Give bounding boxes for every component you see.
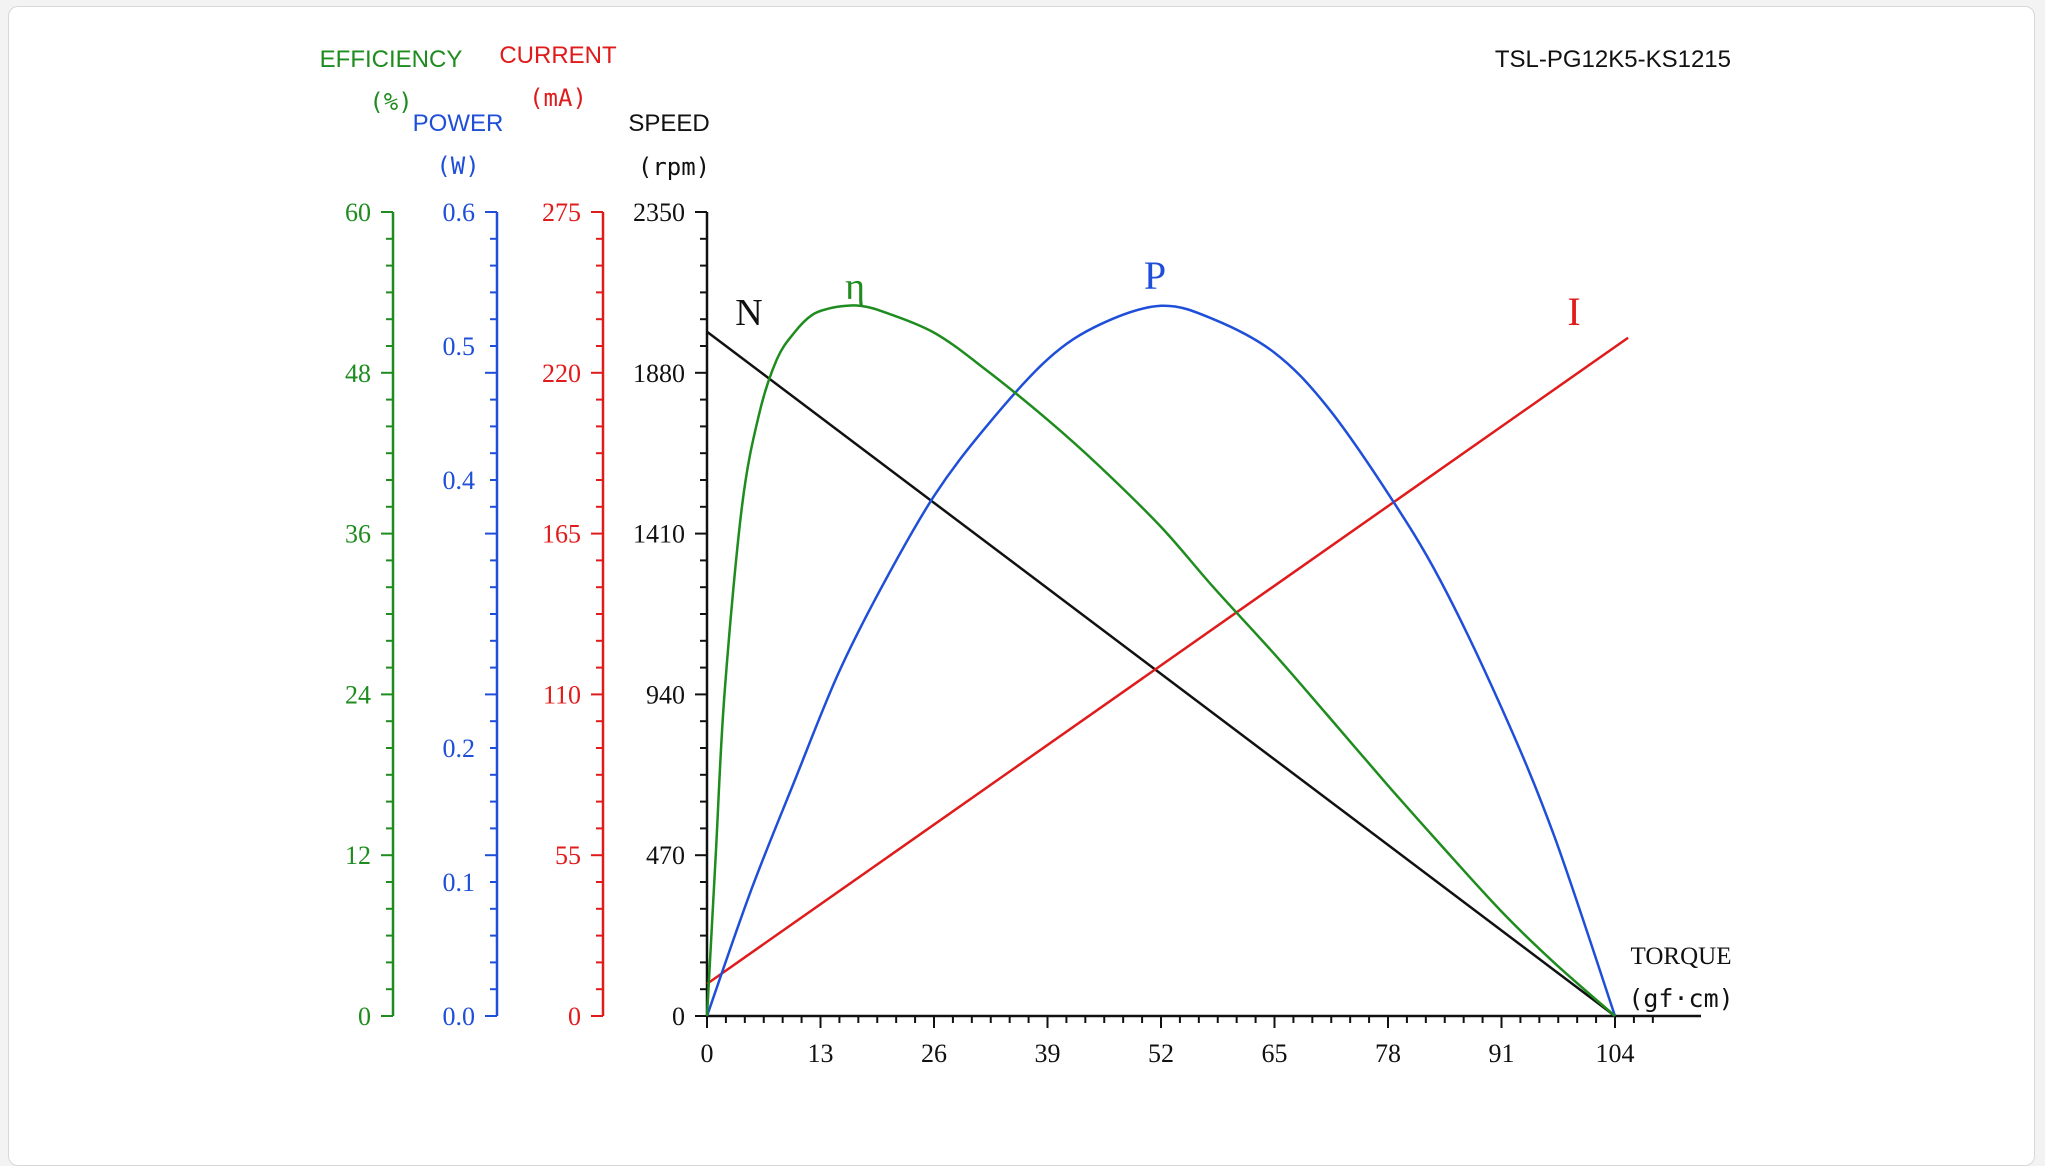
series-power-label: P xyxy=(1144,253,1166,298)
torque-axis-unit: (gf·cm) xyxy=(1628,984,1733,1013)
power-tick-label: 0.0 xyxy=(443,1002,476,1031)
speed-tick-label: 940 xyxy=(646,680,685,709)
current-axis-title: CURRENT xyxy=(499,42,617,69)
series-current-curve xyxy=(706,336,1629,985)
torque-tick-label: 26 xyxy=(921,1039,947,1068)
speed-axis-title: SPEED xyxy=(628,110,709,137)
torque-tick-label: 13 xyxy=(808,1039,834,1068)
curves-layer xyxy=(705,304,1629,1017)
current-axis: 0 55 110 165 220 275 CURRENT (mA) xyxy=(499,42,617,1031)
current-tick-label: 0 xyxy=(568,1002,581,1031)
power-axis: 0.0 0.1 0.2 0.4 0.5 0.6 POWER (W) xyxy=(413,110,504,1031)
torque-axis: 0 13 26 39 52 65 78 91 104 TORQUE (gf·cm) xyxy=(701,943,1734,1068)
speed-tick-label: 0 xyxy=(672,1002,685,1031)
efficiency-tick-label: 0 xyxy=(358,1002,371,1031)
series-efficiency-curve xyxy=(705,304,1616,1017)
series-current-label: I xyxy=(1567,289,1580,334)
torque-tick-label: 65 xyxy=(1262,1039,1288,1068)
speed-tick-label: 1410 xyxy=(633,520,685,549)
efficiency-axis: 0 12 24 36 48 60 EFFICIENCY (%) xyxy=(320,46,463,1031)
torque-tick-label: 91 xyxy=(1489,1039,1515,1068)
speed-axis-unit: (rpm) xyxy=(638,153,710,181)
motor-performance-chart: 01224364860EFFICIENCY(%)0.00.10.20.40.50… xyxy=(320,42,1734,1068)
efficiency-tick-label: 12 xyxy=(345,841,371,870)
power-tick-label: 0.5 xyxy=(443,332,476,361)
current-tick-label: 55 xyxy=(555,841,581,870)
efficiency-tick-label: 24 xyxy=(345,680,371,709)
torque-axis-title: TORQUE xyxy=(1631,943,1732,970)
series-speed-label: N xyxy=(735,292,762,334)
speed-tick-label: 2350 xyxy=(633,198,685,227)
efficiency-axis-unit: (%) xyxy=(369,88,412,116)
current-tick-label: 165 xyxy=(542,520,581,549)
series-speed-curve xyxy=(706,330,1616,1017)
torque-tick-label: 52 xyxy=(1148,1039,1174,1068)
power-tick-label: 0.4 xyxy=(443,466,476,495)
efficiency-axis-title: EFFICIENCY xyxy=(320,46,463,73)
efficiency-tick-label: 60 xyxy=(345,198,371,227)
torque-tick-label: 0 xyxy=(701,1039,714,1068)
torque-tick-label: 39 xyxy=(1035,1039,1061,1068)
series-efficiency-label: η xyxy=(845,266,865,308)
current-tick-label: 110 xyxy=(543,680,581,709)
power-tick-label: 0.1 xyxy=(443,868,476,897)
speed-tick-label: 1880 xyxy=(633,359,685,388)
power-axis-title: POWER xyxy=(413,110,504,137)
speed-axis: 0 470 940 1410 1880 2350 SPEED (rpm) xyxy=(628,110,710,1031)
current-tick-label: 220 xyxy=(542,359,581,388)
current-tick-label: 275 xyxy=(542,198,581,227)
power-tick-label: 0.6 xyxy=(443,198,476,227)
labels-layer: N I Pη TSL-PG12K5-KS1215 xyxy=(735,46,1731,334)
torque-tick-label: 104 xyxy=(1596,1039,1635,1068)
axes-layer: 01224364860EFFICIENCY(%)0.00.10.20.40.50… xyxy=(320,42,1734,1068)
chart-title: TSL-PG12K5-KS1215 xyxy=(1495,46,1731,73)
chart-card: 0 12 24 36 48 60 EFFICIENCY (%) 0.0 0.1 0.2 0.4 0.5 0… xyxy=(8,6,2035,1166)
torque-tick-label: 78 xyxy=(1375,1039,1401,1068)
power-tick-label: 0.2 xyxy=(443,734,476,763)
speed-tick-label: 470 xyxy=(646,841,685,870)
efficiency-tick-label: 48 xyxy=(345,359,371,388)
efficiency-tick-label: 36 xyxy=(345,520,371,549)
current-axis-unit: (mA) xyxy=(529,84,587,112)
power-axis-unit: (W) xyxy=(436,152,479,180)
series-power-curve xyxy=(705,304,1617,1017)
